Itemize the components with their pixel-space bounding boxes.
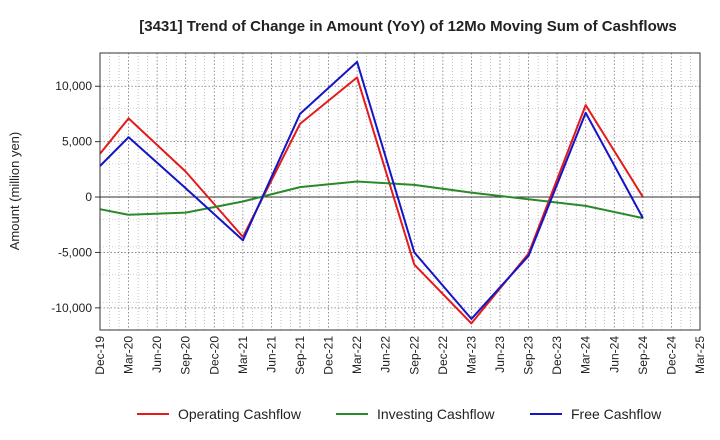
legend-label-operating-cashflow: Operating Cashflow [178,406,302,422]
x-tick-label: Jun-23 [493,336,507,373]
series-line-investing-cashflow [99,180,644,220]
x-tick-label: Sep-24 [636,336,650,375]
x-tick-label: Dec-21 [322,336,336,375]
y-axis: 10,000 5,000 0 -5,000 -10,000 [51,79,100,315]
x-tick-label: Sep-21 [293,336,307,375]
x-tick-label: Mar-21 [236,336,250,374]
x-tick-label: Jun-22 [379,336,393,373]
x-tick-label: Dec-24 [664,336,678,375]
y-axis-label: Amount (million yen) [7,132,22,251]
legend-label-free-cashflow: Free Cashflow [571,406,662,422]
x-axis: Dec-19 Mar-20 Jun-20 Sep-20 Dec-20 Mar-21 Jun-… [93,336,707,375]
legend: Operating Cashflow Investing Cashflow Free… [137,406,662,422]
x-tick-label: Mar-23 [464,336,478,374]
x-tick-label: Sep-23 [522,336,536,375]
x-tick-label: Jun-20 [150,336,164,373]
x-tick-label: Jun-21 [264,336,278,373]
x-tick-label: Dec-19 [93,336,107,375]
series-lines [99,60,644,325]
x-tick-label: Mar-22 [350,336,364,374]
series-line-free-cashflow [99,60,644,320]
x-tick-label: Sep-22 [407,336,421,375]
y-tick-label: 10,000 [55,79,92,93]
x-tick-label: Mar-24 [579,336,593,374]
x-tick-label: Dec-22 [436,336,450,375]
series-line-operating-cashflow [99,76,644,325]
y-tick-label: -5,000 [58,245,92,259]
chart-title: [3431] Trend of Change in Amount (YoY) o… [139,18,677,35]
y-tick-label: 0 [85,190,92,204]
x-tick-label: Mar-20 [122,336,136,374]
y-tick-label: -10,000 [51,301,92,315]
legend-label-investing-cashflow: Investing Cashflow [377,406,495,422]
plot-frame [99,52,701,331]
x-tick-label: Jun-24 [607,336,621,373]
x-tick-label: Dec-23 [550,336,564,375]
x-tick-label: Mar-25 [693,336,707,374]
x-tick-label: Dec-20 [207,336,221,375]
y-tick-label: 5,000 [62,135,92,149]
x-tick-label: Sep-20 [179,336,193,375]
